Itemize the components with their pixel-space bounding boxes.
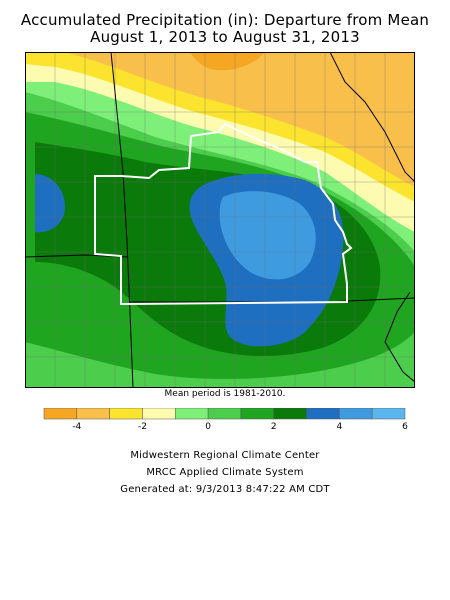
colorbar-tick-label: 2 (271, 422, 277, 432)
colorbar-swatch (306, 408, 340, 420)
colorbar-swatch (43, 408, 78, 420)
colorbar-tick-label: 0 (205, 422, 211, 432)
colorbar-tick-label: 4 (336, 422, 342, 432)
map-frame (25, 52, 415, 388)
mean-period-note: Mean period is 1981-2010. (164, 389, 286, 399)
contour-band-light-blue (219, 191, 316, 280)
credit-line-generated: Generated at: 9/3/2013 8:47:22 AM CDT (120, 484, 330, 495)
colorbar-swatch (240, 408, 274, 420)
contour-band-orange (190, 52, 265, 71)
map-title-line2: August 1, 2013 to August 31, 2013 (90, 28, 360, 46)
contour-band-light-orange (65, 52, 415, 187)
precipitation-map (25, 52, 415, 388)
legend-colorbar: -4 -2 0 2 4 6 (43, 408, 408, 432)
region-outline (94, 122, 353, 306)
colorbar-swatch (175, 408, 209, 420)
colorbar-swatch (142, 408, 176, 420)
colorbar-swatch (339, 408, 373, 420)
colorbar-swatch (371, 408, 406, 420)
credit-line-mrcc: Midwestern Regional Climate Center (130, 450, 320, 461)
credit-line-system: MRCC Applied Climate System (146, 467, 304, 478)
county-grid (25, 52, 415, 388)
contour-band-blue-west (35, 174, 65, 233)
colorbar-swatch (76, 408, 110, 420)
colorbar-swatch (207, 408, 242, 420)
colorbar-swatch (273, 408, 307, 420)
map-title-line1: Accumulated Precipitation (in): Departur… (20, 11, 430, 29)
colorbar-tick-label: 6 (402, 422, 408, 432)
colorbar-swatch (109, 408, 143, 420)
colorbar-tick-label: -4 (72, 422, 81, 432)
colorbar-tick-label: -2 (138, 422, 147, 432)
